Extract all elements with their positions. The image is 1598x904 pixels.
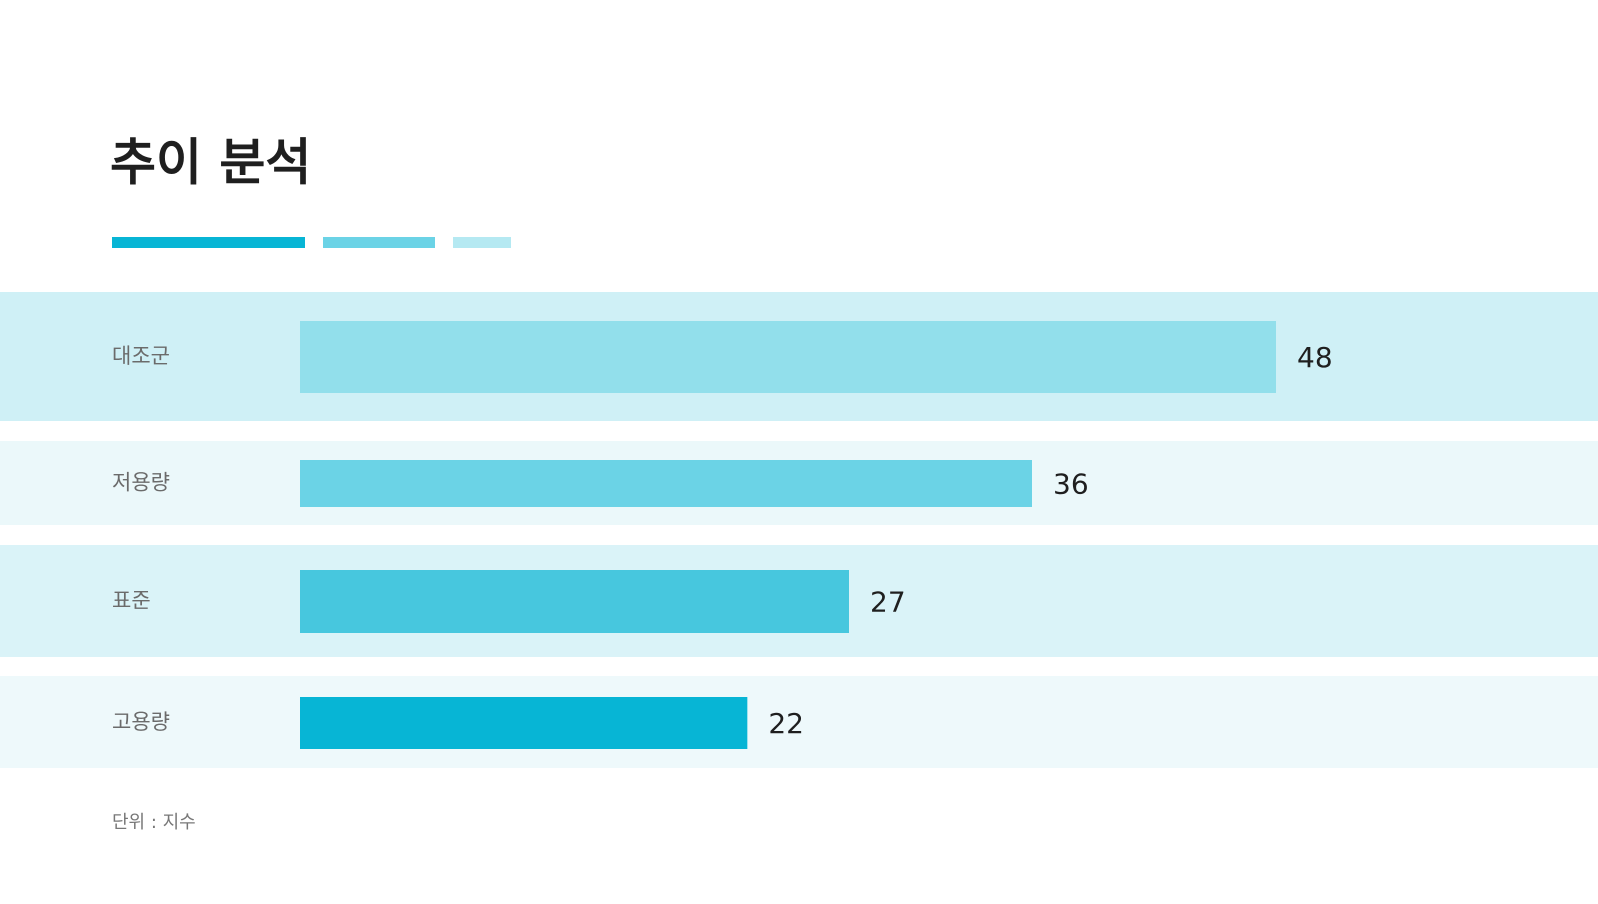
category-label: 대조군 [112,344,170,368]
value-label: 36 [1053,468,1089,501]
accent-bar [453,237,511,248]
chart-title: 추이 분석 [110,134,311,192]
row-background [0,676,1598,768]
unit-note: 단위 : 지수 [112,812,196,833]
category-label: 고용량 [112,710,170,734]
category-label: 저용량 [112,471,170,495]
value-label: 22 [768,707,804,740]
value-label: 27 [870,586,906,619]
bar [300,697,748,749]
category-label: 표준 [112,589,151,613]
bar [300,321,1276,393]
accent-bar [112,237,305,248]
value-label: 48 [1297,341,1333,374]
bar [300,570,849,633]
accent-bar [323,237,435,248]
bar [300,460,1032,507]
